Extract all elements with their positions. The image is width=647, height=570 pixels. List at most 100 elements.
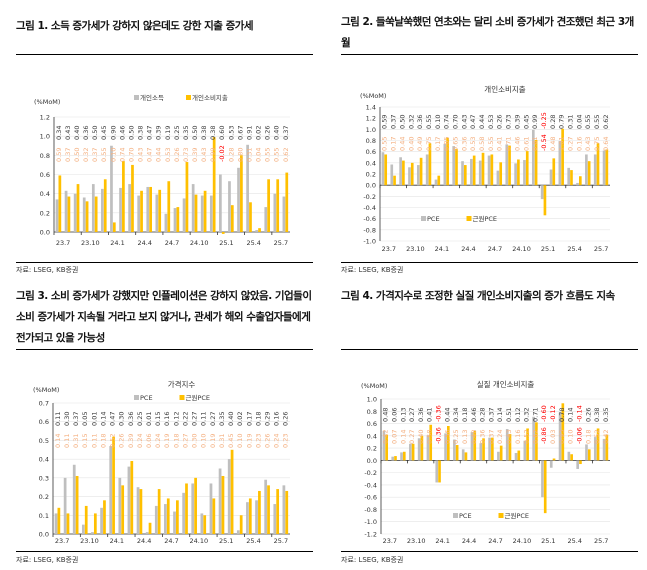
bar-series2 bbox=[131, 164, 134, 232]
bar-series2 bbox=[67, 196, 71, 232]
data-label: 0.31 bbox=[218, 434, 226, 448]
y-tick-label: 0.4 bbox=[40, 190, 50, 198]
data-label: 0.58 bbox=[426, 430, 434, 444]
data-label: 0.17 bbox=[390, 137, 398, 151]
data-label: 0.24 bbox=[136, 434, 144, 448]
bar-series1 bbox=[531, 129, 535, 186]
x-tick-label: 24.10 bbox=[190, 239, 209, 247]
data-label: 0.38 bbox=[137, 126, 145, 140]
bar-series2 bbox=[605, 434, 609, 461]
legend-swatch bbox=[134, 95, 139, 100]
bar-series2 bbox=[122, 161, 125, 232]
data-label: 0.45 bbox=[100, 126, 108, 140]
bar-series1 bbox=[576, 182, 579, 186]
y-tick-label: 0.2 bbox=[40, 209, 50, 217]
bar-series1 bbox=[602, 438, 606, 461]
data-label: 0.47 bbox=[146, 126, 154, 140]
bar-series2 bbox=[579, 460, 582, 465]
x-tick-label: 24.4 bbox=[137, 537, 151, 545]
bar-series1 bbox=[382, 430, 386, 461]
y-tick-label: -0.6 bbox=[364, 494, 377, 502]
bar-series1 bbox=[514, 453, 518, 461]
figure-2-rule bbox=[341, 54, 638, 55]
bar-series2 bbox=[561, 128, 564, 186]
data-label: 0.67 bbox=[236, 126, 244, 140]
bar-series2 bbox=[446, 137, 449, 186]
y-tick-label: 0.8 bbox=[40, 152, 50, 160]
bar-series2 bbox=[139, 489, 143, 534]
data-label: 0.28 bbox=[227, 148, 235, 162]
data-label: 0.40 bbox=[417, 430, 425, 444]
bar-series2 bbox=[239, 515, 243, 534]
data-label: 0.37 bbox=[487, 430, 495, 444]
data-label: 0.53 bbox=[469, 137, 477, 151]
bar-series2 bbox=[93, 513, 97, 534]
data-label: 0.55 bbox=[264, 148, 272, 162]
bar-series2 bbox=[94, 196, 98, 232]
bar-series1 bbox=[218, 468, 222, 534]
data-label: 0.50 bbox=[91, 126, 99, 140]
bar-series2 bbox=[402, 160, 405, 186]
bar-series2 bbox=[587, 449, 591, 461]
bar-series1 bbox=[540, 185, 544, 200]
data-label: 0.43 bbox=[64, 126, 72, 140]
bar-series2 bbox=[482, 438, 485, 461]
bar-series1 bbox=[443, 143, 447, 186]
y-tick-label: 0.6 bbox=[39, 418, 49, 426]
data-label: 0.13 bbox=[461, 430, 469, 444]
x-tick-label: 25.7 bbox=[274, 239, 288, 247]
bar-series1 bbox=[128, 184, 131, 232]
y-tick-label: 1.0 bbox=[366, 126, 376, 134]
chart-title: 가격지수 bbox=[168, 379, 196, 389]
bar-series2 bbox=[140, 190, 143, 232]
data-label: 0.10 bbox=[567, 430, 575, 444]
y-tick-label: 0.0 bbox=[366, 182, 376, 190]
bar-series1 bbox=[461, 449, 465, 461]
legend-label: PCE bbox=[427, 215, 440, 223]
bar-series1 bbox=[246, 144, 249, 232]
bar-series2 bbox=[491, 437, 494, 461]
bar-series1 bbox=[381, 152, 385, 186]
bar-series2 bbox=[194, 194, 198, 232]
data-label: 0.91 bbox=[245, 126, 253, 140]
chart-pce-nominal: -1.0 -0.8 -0.6 -0.4 -0.2 0.0 0.2 0.4 0.6 0.8 1.0 1.… bbox=[360, 84, 610, 253]
chart-price-index: 0.0 0.1 0.2 0.3 0.4 0.5 0.6 0.7 23.7 23.10 24.1 24.… bbox=[33, 379, 290, 545]
data-label: 0.45 bbox=[522, 115, 530, 129]
bar-series2 bbox=[148, 522, 152, 534]
bar-series1 bbox=[273, 504, 277, 534]
data-label: 0.41 bbox=[496, 137, 504, 151]
bar-series2 bbox=[535, 422, 538, 461]
data-label: 0.04 bbox=[255, 148, 263, 162]
figure-4-title: 그림 4. 가격지수로 조정한 실질 개인소비지출의 증가 흐름도 지속 bbox=[341, 290, 615, 302]
bar-series1 bbox=[549, 169, 553, 186]
bar-series1 bbox=[118, 477, 122, 534]
data-label: 0.14 bbox=[99, 412, 107, 426]
x-tick-label: 25.4 bbox=[567, 245, 581, 253]
data-label: 0.81 bbox=[531, 137, 539, 151]
data-label: 0.39 bbox=[513, 115, 521, 129]
bar-series1 bbox=[264, 479, 268, 534]
figure-3-rule bbox=[16, 349, 313, 350]
data-label: 0.24 bbox=[154, 434, 162, 448]
data-label: 0.35 bbox=[182, 126, 190, 140]
bar-series2 bbox=[58, 175, 62, 232]
legend-label: 개인소비지출 bbox=[192, 93, 228, 102]
y-tick-label: 0.0 bbox=[40, 229, 50, 237]
bar-series1 bbox=[110, 145, 113, 232]
figure-3-source-rule bbox=[16, 551, 313, 552]
bar-series2 bbox=[212, 498, 216, 534]
data-label: 0.11 bbox=[54, 412, 62, 426]
bar-series2 bbox=[121, 485, 125, 534]
data-label: 0.38 bbox=[200, 126, 208, 140]
legend-label: PCE bbox=[140, 394, 153, 402]
x-tick-label: 25.1 bbox=[219, 537, 233, 545]
bar-series2 bbox=[526, 428, 529, 461]
data-label: 0.11 bbox=[200, 412, 208, 426]
bar-series1 bbox=[219, 174, 222, 232]
data-label: 0.47 bbox=[146, 148, 154, 162]
data-label: 0.48 bbox=[470, 430, 478, 444]
bar-series2 bbox=[385, 434, 389, 461]
data-label: 0.37 bbox=[64, 148, 72, 162]
bar-series2 bbox=[525, 151, 529, 186]
